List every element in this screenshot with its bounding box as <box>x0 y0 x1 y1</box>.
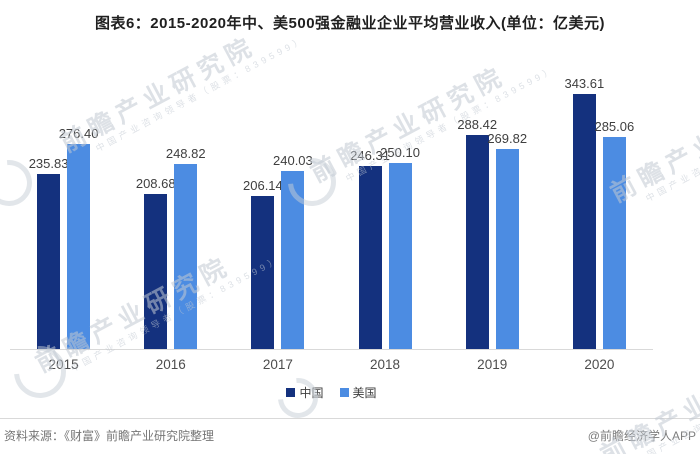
legend-label: 美国 <box>352 386 377 400</box>
source-note: 资料来源：《财富》前瞻产业研究院整理 <box>4 429 215 443</box>
bar-美国-2020: 285.06 <box>594 119 634 349</box>
bar-value-label: 250.10 <box>380 145 420 161</box>
legend-item-中国: 中国 <box>286 384 324 401</box>
bar-value-label: 248.82 <box>165 146 206 162</box>
footer: 资料来源：《财富》前瞻产业研究院整理 @前瞻经济学人APP <box>0 427 700 444</box>
x-axis-label-2019: 2019 <box>477 357 508 372</box>
bar-group-2019: 288.42 269.82 2019 <box>457 89 527 372</box>
bar-group-2017: 206.14 240.03 2017 <box>243 89 313 372</box>
bar-value-label: 206.14 <box>243 177 283 193</box>
legend: 中国 美国 <box>10 384 653 401</box>
x-axis-label-2020: 2020 <box>584 357 615 372</box>
bar-group-2020: 343.61 285.06 2020 <box>564 76 634 372</box>
bar-中国-2020: 343.61 <box>564 76 604 349</box>
bar-中国-2018: 246.31 <box>350 148 390 349</box>
bar-value-label: 235.83 <box>28 155 69 171</box>
bar-中国-2017: 206.14 <box>243 178 283 349</box>
bar-value-label: 246.31 <box>350 148 390 164</box>
bar-group-2015: 235.83 276.40 2015 <box>29 89 99 372</box>
bar-value-label: 276.40 <box>58 125 99 141</box>
bar-美国-2016: 248.82 <box>166 146 206 349</box>
bar-value-label: 343.61 <box>564 75 605 91</box>
legend-swatch-icon <box>286 388 296 397</box>
legend-label: 中国 <box>299 386 324 400</box>
bar-group-2018: 246.31 250.10 2018 <box>350 89 420 372</box>
bar-美国-2018: 250.10 <box>380 145 420 349</box>
credit-note: @前瞻经济学人APP <box>587 429 696 443</box>
bar-美国-2019: 269.82 <box>487 131 527 349</box>
bar-美国-2015: 276.40 <box>59 126 98 349</box>
chart-title: 图表6：2015-2020年中、美500强金融业企业平均营业收入(单位：亿美元) <box>94 15 606 32</box>
plot-area: 235.83 276.40 2015 208.68 248.82 2016 206.14 24… <box>10 76 653 372</box>
bar-中国-2015: 235.83 <box>29 156 68 349</box>
bar-value-label: 269.82 <box>487 130 528 146</box>
footer-divider <box>0 418 700 419</box>
x-axis-label-2016: 2016 <box>155 357 186 372</box>
legend-item-美国: 美国 <box>339 384 377 401</box>
legend-swatch-icon <box>339 388 349 397</box>
bar-group-2016: 208.68 248.82 2016 <box>136 89 206 372</box>
bar-美国-2017: 240.03 <box>273 153 313 349</box>
x-axis-label-2015: 2015 <box>48 357 79 372</box>
bar-value-label: 208.68 <box>135 175 176 191</box>
bar-value-label: 285.06 <box>594 119 635 135</box>
bar-value-label: 288.42 <box>457 116 498 132</box>
bar-中国-2019: 288.42 <box>457 117 497 349</box>
bar-中国-2016: 208.68 <box>136 176 176 349</box>
x-axis-label-2018: 2018 <box>370 357 401 372</box>
bar-value-label: 240.03 <box>273 152 313 168</box>
x-axis-label-2017: 2017 <box>262 357 293 372</box>
